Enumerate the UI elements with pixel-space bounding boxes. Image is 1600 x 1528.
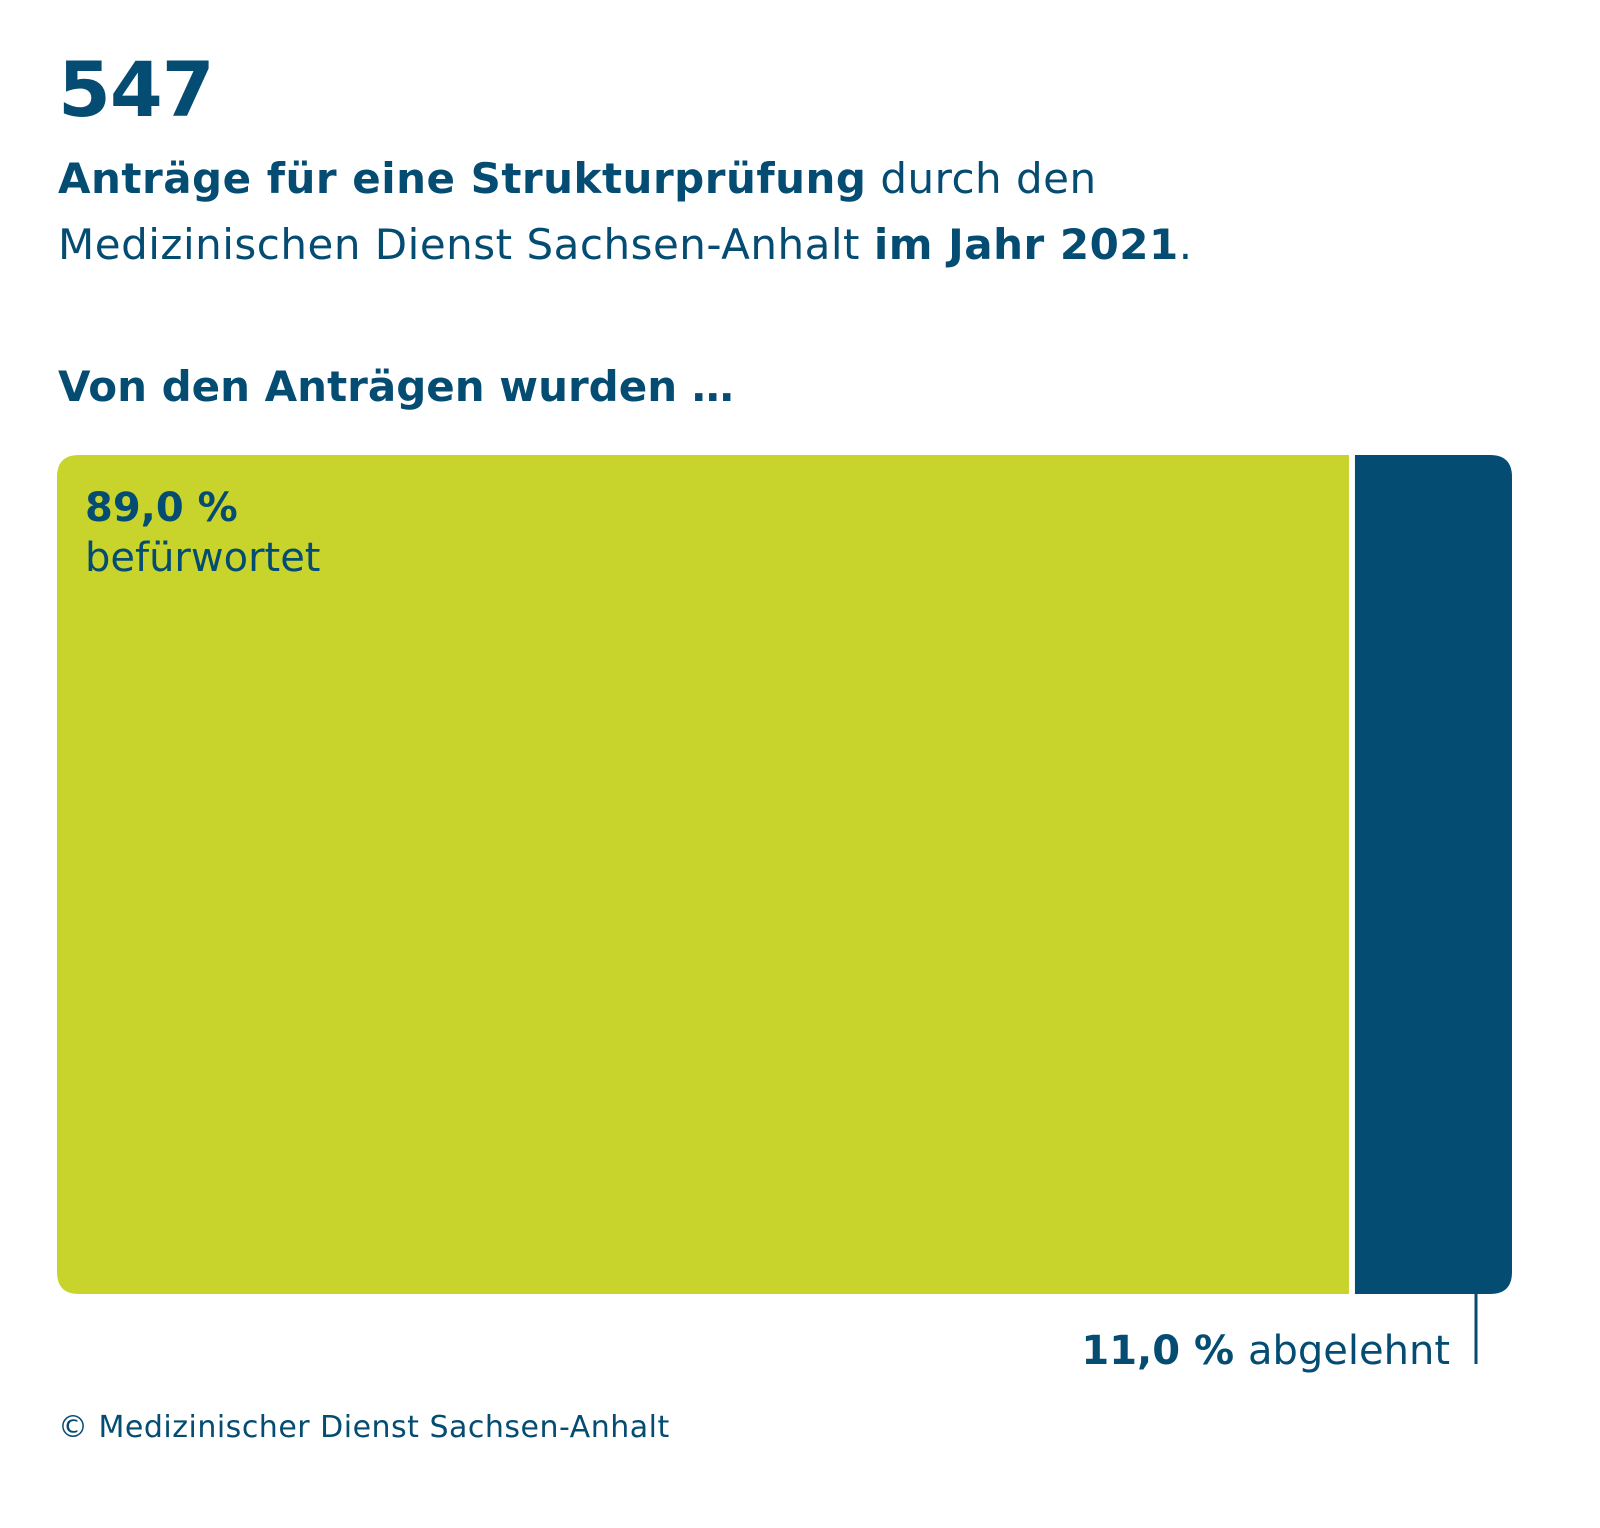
subtitle-regular-1: durch den [866,154,1097,203]
approved-category-label: befürwortet [85,535,321,581]
subtitle-bold-1: Anträge für eine Strukturprüfung [58,154,867,203]
rejected-label: 11,0 % abgelehnt [1081,1328,1450,1374]
rejected-category-label: abgelehnt [1248,1328,1450,1374]
subtitle: Anträge für eine Strukturprüfung durch d… [58,146,1358,278]
subtitle-bold-2: im Jahr 2021 [873,220,1179,269]
total-applications-number: 547 [58,45,215,134]
section-heading: Von den Anträgen wurden … [58,362,734,411]
approved-value-label: 89,0 % [85,485,238,531]
subtitle-period: . [1178,220,1193,269]
subtitle-regular-2: Medizinischen Dienst Sachsen-Anhalt [58,220,874,269]
bar-segment-approved [57,455,1349,1294]
copyright-footer: © Medizinischer Dienst Sachsen-Anhalt [58,1410,670,1445]
bar-segment-rejected [1354,455,1512,1294]
rejected-value-label: 11,0 % [1081,1328,1248,1374]
